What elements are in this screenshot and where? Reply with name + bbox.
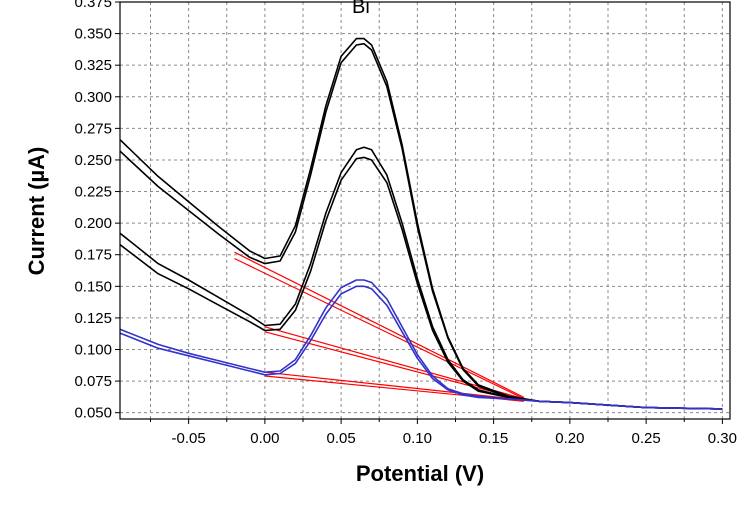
peak-annotation: Bi: [352, 0, 370, 18]
plot-frame: [119, 1, 731, 420]
baseline-line: [234, 257, 525, 400]
y-tick-label: 0.225: [74, 184, 112, 201]
y-tick-label: 0.375: [74, 0, 112, 11]
y-tick-label: 0.175: [74, 247, 112, 264]
y-tick-label: 0.200: [74, 215, 112, 232]
x-tick-label: 0.30: [708, 430, 737, 447]
series-line: [119, 285, 723, 410]
x-tick-label: 0.20: [555, 430, 584, 447]
y-tick-label: 0.125: [74, 310, 112, 327]
plot-area: [120, 2, 730, 419]
y-tick-label: 0.075: [74, 373, 112, 390]
y-tick-label: 0.250: [74, 152, 112, 169]
y-tick-label: 0.350: [74, 26, 112, 43]
tick-labels: -0.05 0.00 0.05 0.10 0.15 0.20 0.25 0.30 0.050 0.…: [74, 0, 737, 447]
x-tick-label: -0.05: [172, 430, 206, 447]
y-tick-label: 0.325: [74, 57, 112, 74]
x-tick-label: 0.00: [250, 430, 279, 447]
plot-background: [120, 2, 730, 419]
data-series-group: [119, 37, 723, 410]
x-tick-label: 0.05: [327, 430, 356, 447]
axes: [115, 1, 731, 424]
y-axis-title: Current (µA): [24, 147, 49, 276]
y-tick-label: 0.050: [74, 405, 112, 422]
annotations: Bi: [352, 0, 370, 18]
x-tick-label: 0.25: [632, 430, 661, 447]
series-line: [119, 37, 723, 410]
y-tick-label: 0.150: [74, 278, 112, 295]
y-tick-label: 0.275: [74, 120, 112, 137]
x-tick-label: 0.15: [479, 430, 508, 447]
baseline-line: [264, 371, 525, 401]
x-tick-label: 0.10: [403, 430, 432, 447]
x-axis-title: Potential (V): [356, 461, 484, 486]
y-tick-label: 0.100: [74, 342, 112, 359]
series-line: [119, 156, 723, 410]
baseline-line: [234, 251, 525, 399]
y-tick-label: 0.300: [74, 89, 112, 106]
